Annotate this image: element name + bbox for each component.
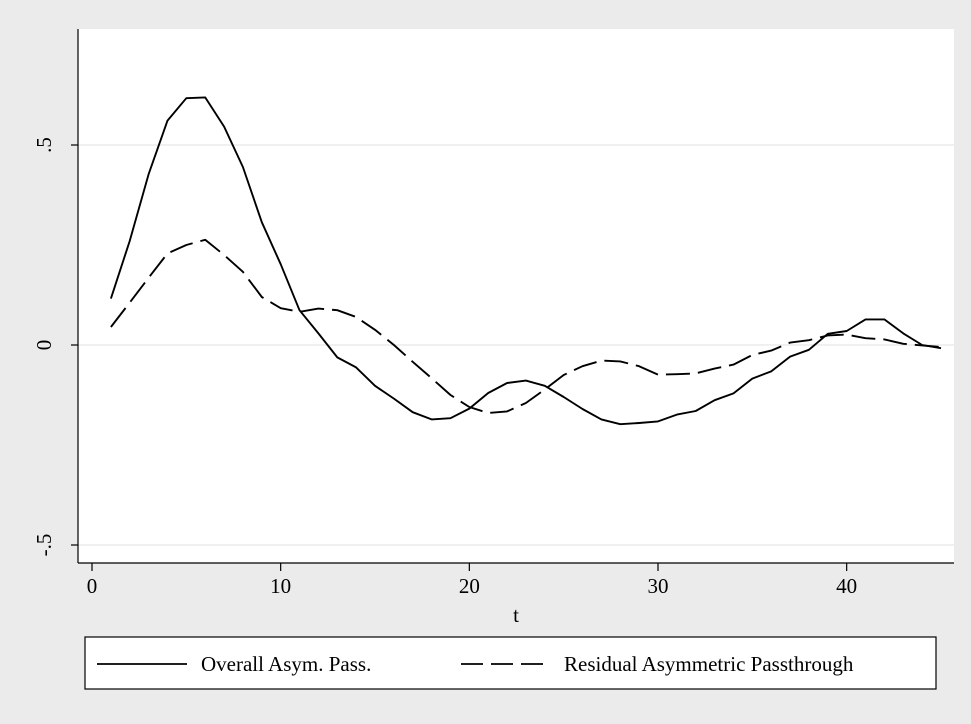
gridlines xyxy=(78,144,954,546)
y-tick-label: -.5 xyxy=(32,534,56,557)
x-axis-title: t xyxy=(513,603,519,627)
plot-region-background xyxy=(78,29,954,563)
y-tick-label: .5 xyxy=(32,137,56,153)
legend-label-overall: Overall Asym. Pass. xyxy=(201,652,371,676)
series-lines xyxy=(109,96,942,426)
y-tick-label: 0 xyxy=(32,340,56,351)
legend: Overall Asym. Pass. Residual Asymmetric … xyxy=(84,636,937,690)
series-line-overall xyxy=(109,96,942,426)
legend-label-residual: Residual Asymmetric Passthrough xyxy=(564,652,854,676)
ticks: -.5 0 .5 0 10 20 30 40 xyxy=(32,137,857,598)
x-tick-label: 40 xyxy=(836,574,857,598)
x-tick-label: 10 xyxy=(270,574,291,598)
x-tick-label: 30 xyxy=(648,574,669,598)
axes xyxy=(77,29,954,564)
series-line-residual xyxy=(110,238,942,414)
x-tick-label: 0 xyxy=(87,574,98,598)
legend-box xyxy=(84,636,937,690)
x-tick-label: 20 xyxy=(459,574,480,598)
